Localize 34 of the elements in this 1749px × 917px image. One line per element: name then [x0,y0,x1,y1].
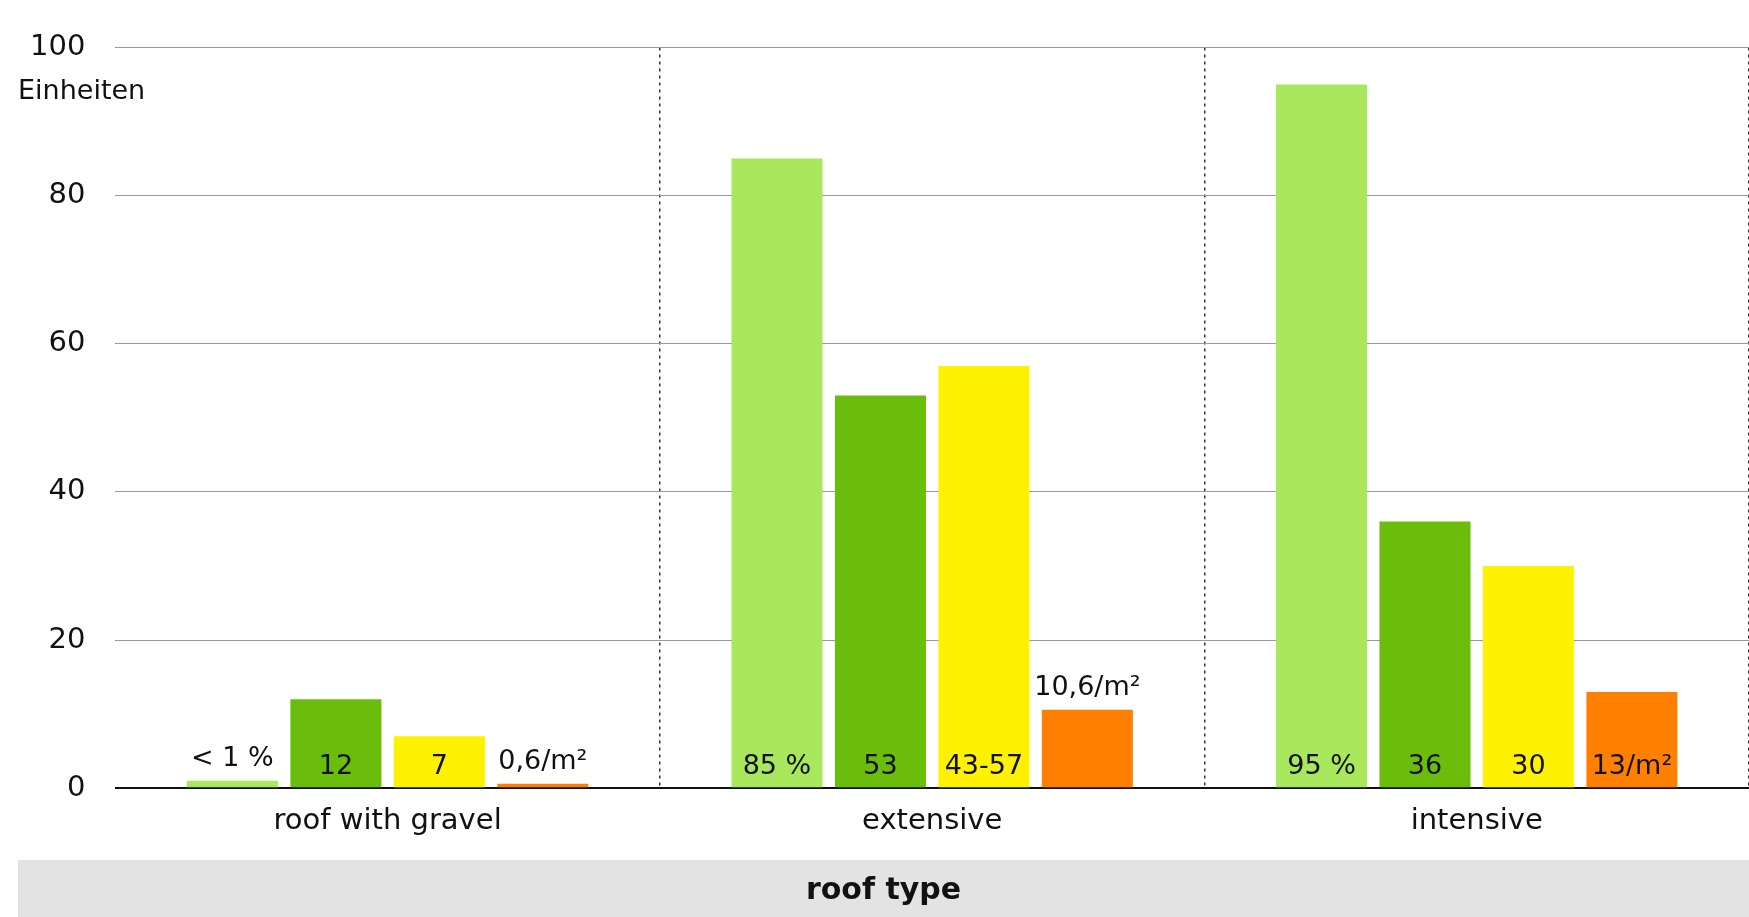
data-label: < 1 % [191,741,274,773]
y-axis-title: Einheiten [18,74,146,106]
data-label: 13/m² [1591,748,1673,780]
data-label: 30 [1511,748,1546,780]
y-tick-label: 0 [66,768,86,803]
y-tick-label: 100 [29,27,86,62]
data-label: 43-57 [944,748,1024,780]
x-tick-label: intensive [1410,802,1543,837]
bar [1276,84,1368,788]
data-label: 95 % [1287,748,1356,780]
data-label: 0,6/m² [498,744,588,776]
y-tick-label: 20 [48,620,86,655]
y-tick-label: 40 [48,472,86,507]
x-tick-label: extensive [862,802,1003,837]
bar [290,699,382,788]
bar [1482,565,1574,788]
data-label: 10,6/m² [1034,670,1141,702]
bar [1379,521,1471,788]
bar [938,365,1030,788]
x-axis-title: roof type [18,860,1749,917]
data-label: 36 [1407,748,1443,780]
y-tick-label: 80 [48,176,86,211]
bar [1586,691,1678,788]
bar [731,158,823,788]
bar [393,736,485,788]
data-label: 85 % [742,748,812,780]
data-label: 7 [430,748,448,780]
data-label: 12 [318,748,354,780]
x-tick-label: roof with gravel [273,802,502,837]
y-tick-label: 60 [48,324,86,359]
bar [834,395,926,788]
bar [186,780,278,788]
bar [1041,709,1133,788]
data-label: 53 [863,748,898,780]
